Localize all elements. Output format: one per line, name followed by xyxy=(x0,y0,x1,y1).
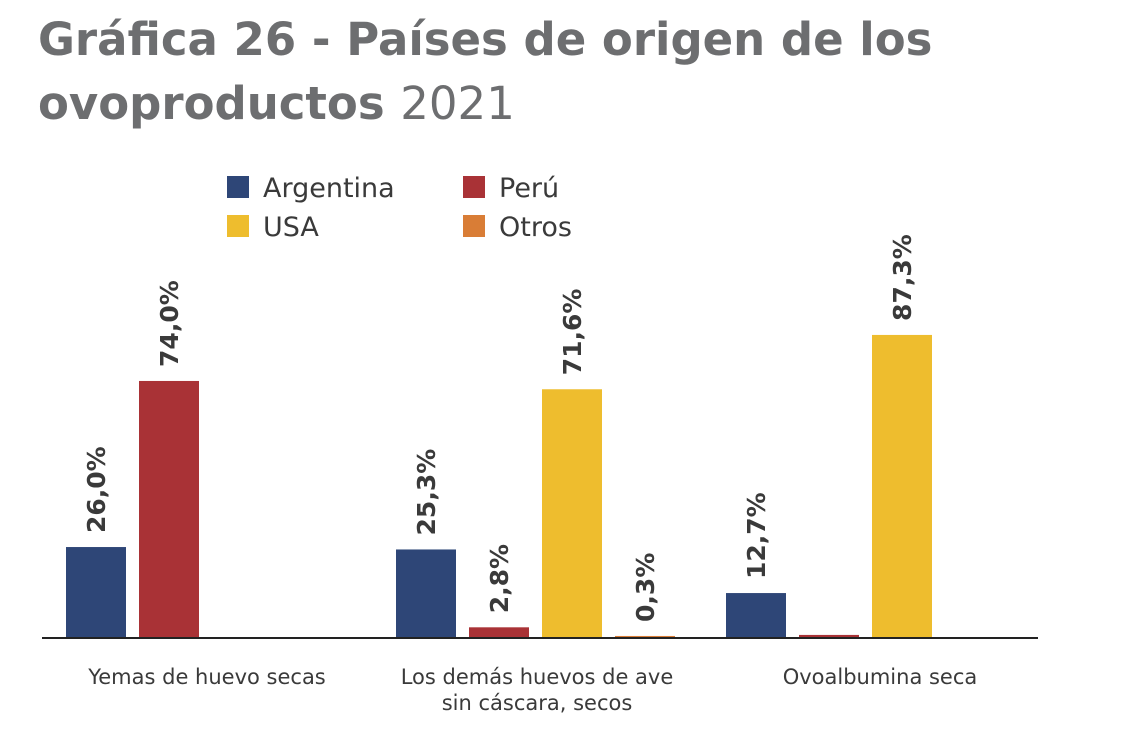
legend-swatch-argentina xyxy=(227,176,249,198)
data-label-usa-2: 71,6% xyxy=(558,289,587,376)
category-label-2-line-2: sin cáscara, secos xyxy=(442,691,633,715)
legend-swatch-peru xyxy=(463,176,485,198)
chart-title-main: Gráfica 26 - Países de origen de los ovo… xyxy=(38,13,933,130)
bar-argentina-1 xyxy=(66,547,126,637)
bar-argentina-2 xyxy=(396,549,456,637)
legend-swatch-otros xyxy=(463,215,485,237)
bar-peru-2 xyxy=(469,627,529,637)
bar-usa-3 xyxy=(872,334,932,637)
data-label-peru-1: 74,0% xyxy=(155,280,184,367)
chart-title-year: 2021 xyxy=(400,77,515,130)
category-label-3: Ovoalbumina seca xyxy=(783,665,978,689)
bar-otros-2 xyxy=(615,635,675,637)
data-label-argentina-2: 25,3% xyxy=(412,449,441,536)
category-label-2-line-1: Los demás huevos de ave xyxy=(401,665,674,689)
legend-label-peru: Perú xyxy=(499,173,559,204)
chart-title: Gráfica 26 - Países de origen de los ovo… xyxy=(38,8,1118,136)
legend-label-usa: USA xyxy=(263,212,319,243)
data-label-usa-3: 87,3% xyxy=(888,234,917,321)
bar-usa-2 xyxy=(542,389,602,637)
bar-argentina-3 xyxy=(726,593,786,637)
legend-swatch-usa xyxy=(227,215,249,237)
data-label-argentina-1: 26,0% xyxy=(82,446,111,533)
category-label-1: Yemas de huevo secas xyxy=(87,665,326,689)
legend-label-otros: Otros xyxy=(499,212,572,243)
data-label-otros-2: 0,3% xyxy=(631,553,660,622)
data-label-peru-2: 2,8% xyxy=(485,544,514,613)
legend-label-argentina: Argentina xyxy=(263,173,395,204)
data-label-argentina-3: 12,7% xyxy=(742,492,771,579)
bar-peru-3 xyxy=(799,634,859,637)
bar-peru-1 xyxy=(139,380,199,637)
